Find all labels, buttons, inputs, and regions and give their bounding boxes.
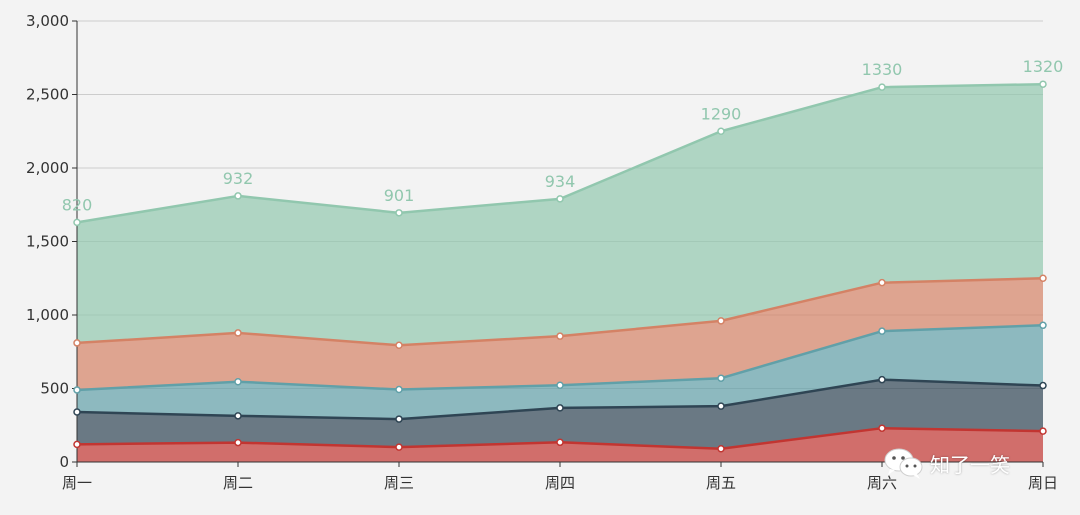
point-series-4	[395, 341, 403, 350]
point-series-4	[1039, 274, 1047, 282]
point-series-2	[73, 408, 81, 416]
point-series-1	[878, 424, 886, 432]
point-series-4	[234, 329, 242, 337]
x-tick-label: 周四	[545, 474, 575, 492]
axes: 0 500 1,000 1,500 2,000 2,500 3,000 周一 周二 周三 周四 周五 周…	[26, 12, 1058, 492]
watermark-text: 知了一笑	[930, 452, 1010, 477]
data-labels: 820 932 901 934 1290 1330 1320	[62, 57, 1064, 214]
point-series-1	[556, 438, 564, 447]
point-series-3	[1039, 321, 1047, 330]
point-series-1	[395, 443, 403, 451]
point-series-2	[556, 404, 564, 412]
x-tick-label: 周一	[62, 474, 92, 492]
point-series-2	[395, 415, 403, 423]
y-tick-label: 1,000	[26, 306, 69, 324]
data-label: 932	[223, 169, 254, 188]
watermark: 知了一笑	[884, 446, 1010, 480]
y-tick-label: 0	[59, 453, 69, 471]
area-series-5	[77, 84, 1043, 346]
point-series-4	[878, 278, 886, 287]
point-series-3	[717, 374, 725, 382]
point-series-5	[717, 127, 725, 135]
point-series-2	[878, 375, 886, 384]
point-series-5	[878, 83, 886, 91]
point-series-1	[73, 440, 81, 449]
y-tick-label: 500	[40, 380, 69, 398]
y-tick-label: 3,000	[26, 12, 69, 30]
point-series-2	[717, 402, 725, 410]
x-tick-label: 周三	[384, 474, 414, 492]
point-series-3	[878, 327, 886, 335]
point-series-4	[73, 339, 81, 347]
y-tick-label: 2,000	[26, 159, 69, 177]
point-series-3	[234, 377, 242, 386]
point-series-5	[234, 192, 242, 200]
data-label: 1290	[701, 104, 742, 123]
point-series-4	[556, 332, 564, 340]
data-points	[73, 80, 1047, 453]
y-tick-label: 2,500	[26, 86, 69, 104]
point-series-5	[73, 218, 81, 227]
point-series-5	[556, 195, 564, 203]
data-label: 1320	[1023, 57, 1064, 76]
point-series-3	[395, 385, 403, 394]
point-series-3	[556, 381, 564, 390]
data-label: 901	[384, 186, 415, 205]
point-series-4	[717, 317, 725, 325]
x-tick-label: 周二	[223, 474, 253, 492]
x-tick-label: 周五	[706, 474, 736, 492]
point-series-1	[1039, 427, 1047, 435]
point-series-2	[1039, 381, 1047, 390]
area-series-4	[77, 278, 1043, 390]
point-series-1	[234, 438, 242, 447]
point-series-5	[1039, 80, 1047, 88]
point-series-3	[73, 386, 81, 394]
x-tick-label: 周六	[867, 474, 897, 492]
data-label: 820	[62, 195, 93, 214]
data-label: 934	[545, 172, 576, 191]
wechat-icon	[884, 446, 924, 480]
y-tick-label: 1,500	[26, 233, 69, 251]
x-tick-label: 周日	[1028, 474, 1058, 492]
point-series-5	[395, 209, 403, 217]
point-series-2	[234, 412, 242, 420]
point-series-1	[717, 445, 725, 453]
area-series-2	[77, 379, 1043, 449]
data-label: 1330	[862, 60, 903, 79]
area-series-3	[77, 325, 1043, 420]
